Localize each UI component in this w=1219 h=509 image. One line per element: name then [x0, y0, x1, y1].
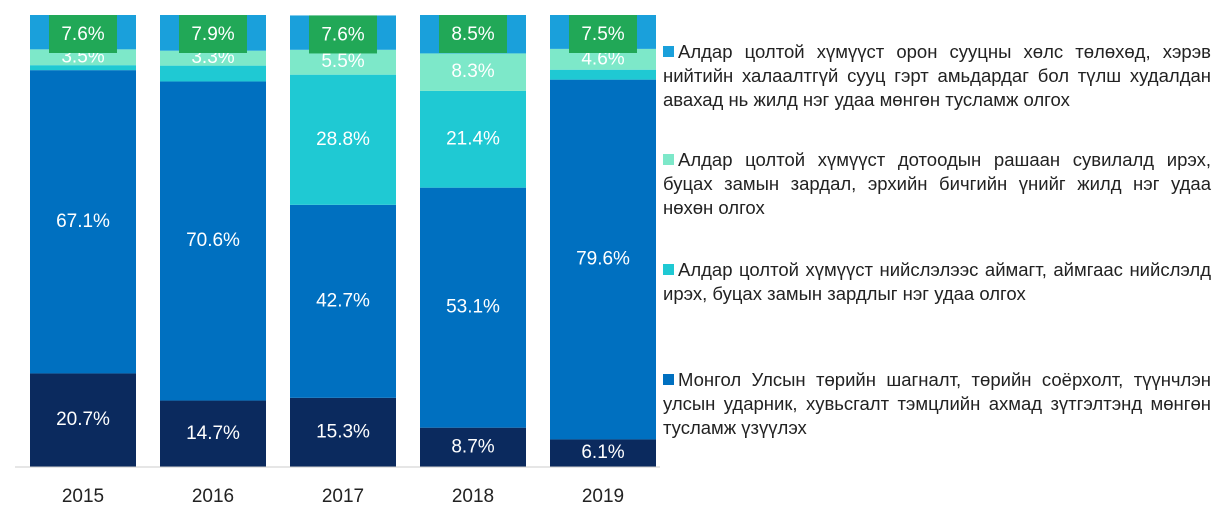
bar-segment — [160, 65, 266, 82]
legend-entry: Монгол Улсын төрийн шагналт, төрийн соёр… — [663, 368, 1211, 440]
bar-segment — [30, 49, 136, 66]
label-background — [309, 15, 377, 54]
bar-segment — [420, 187, 526, 428]
bar-segment — [30, 65, 136, 71]
bar-segment — [420, 90, 526, 188]
data-label: 53.1% — [446, 297, 500, 318]
legend-swatch — [663, 154, 674, 165]
legend-swatch — [663, 374, 674, 385]
data-label: 28.8% — [316, 129, 370, 150]
label-background — [569, 15, 637, 53]
legend-label: Алдар цолтой хүмүүст нийслэлээс аймагт, … — [663, 259, 1211, 304]
x-tick-label: 2018 — [452, 486, 494, 507]
legend-entry: Алдар цолтой хүмүүст дотоодын рашаан сув… — [663, 148, 1211, 220]
legend-entry: Алдар цолтой хүмүүст нийслэлээс аймагт, … — [663, 258, 1211, 306]
data-label: 5.5% — [321, 51, 364, 72]
data-label: 70.6% — [186, 230, 240, 251]
bar-segment — [30, 373, 136, 467]
label-background — [49, 15, 117, 53]
chart: 20.7%67.1%3.5%7.6%201514.7%70.6%3.3%7.9%… — [15, 15, 660, 507]
data-label: 7.6% — [61, 24, 104, 45]
data-label: 67.1% — [56, 211, 110, 232]
data-label: 42.7% — [316, 290, 370, 311]
data-label: 4.6% — [581, 48, 624, 69]
legend: Алдар цолтой хүмүүст орон сууцны хөлс тө… — [663, 0, 1211, 509]
bar-segment — [550, 69, 656, 80]
data-label: 8.3% — [451, 61, 494, 82]
legend-entry: Алдар цолтой хүмүүст орон сууцны хөлс тө… — [663, 40, 1211, 112]
data-label: 21.4% — [446, 128, 500, 149]
bar-segment — [290, 74, 396, 205]
legend-swatch — [663, 46, 674, 57]
x-tick-label: 2017 — [322, 486, 364, 507]
legend-label: Алдар цолтой хүмүүст орон сууцны хөлс тө… — [663, 41, 1211, 110]
bar-segment — [550, 48, 656, 70]
data-label: 8.5% — [451, 24, 494, 45]
bar-segment — [550, 79, 656, 440]
bar-segment — [30, 70, 136, 374]
data-label: 7.6% — [321, 24, 364, 45]
data-label: 15.3% — [316, 421, 370, 442]
data-label: 20.7% — [56, 409, 110, 430]
bar-segment — [160, 81, 266, 401]
label-background — [179, 15, 247, 53]
data-label: 79.6% — [576, 249, 630, 270]
legend-label: Монгол Улсын төрийн шагналт, төрийн соёр… — [663, 369, 1211, 438]
label-background — [439, 15, 507, 53]
bar-segment — [550, 439, 656, 467]
bar-segment — [160, 400, 266, 467]
bar-segment — [420, 427, 526, 467]
bar-segment — [290, 397, 396, 467]
data-label: 7.9% — [191, 24, 234, 45]
legend-swatch — [663, 264, 674, 275]
data-label: 6.1% — [581, 442, 624, 463]
x-tick-label: 2019 — [582, 486, 624, 507]
x-tick-label: 2015 — [62, 486, 104, 507]
bar-segment — [290, 204, 396, 398]
data-label: 7.5% — [581, 24, 624, 45]
bar-segment — [290, 49, 396, 75]
x-tick-label: 2016 — [192, 486, 234, 507]
bar-segment — [420, 53, 526, 91]
data-label: 14.7% — [186, 423, 240, 444]
data-label: 8.7% — [451, 436, 494, 457]
legend-label: Алдар цолтой хүмүүст дотоодын рашаан сув… — [663, 149, 1211, 218]
bar-segment — [160, 50, 266, 66]
